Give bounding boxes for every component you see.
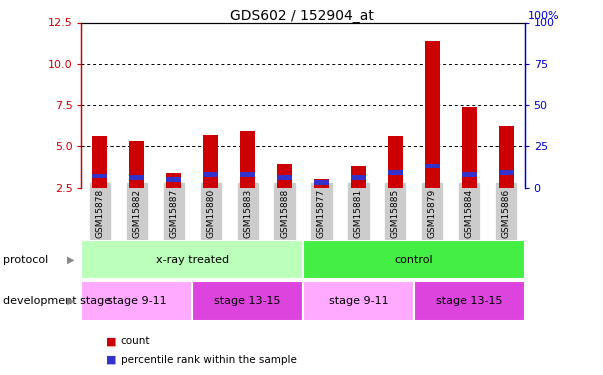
Bar xyxy=(92,136,107,188)
Text: ▶: ▶ xyxy=(67,296,74,306)
Text: stage 13-15: stage 13-15 xyxy=(436,296,502,306)
Bar xyxy=(192,281,303,321)
Text: 100%: 100% xyxy=(528,10,559,21)
Bar xyxy=(425,164,440,168)
Bar xyxy=(203,172,218,177)
Bar xyxy=(240,172,255,177)
Text: count: count xyxy=(121,336,150,346)
Bar xyxy=(388,136,403,188)
Bar xyxy=(130,141,144,188)
Text: x-ray treated: x-ray treated xyxy=(156,255,229,265)
Text: development stage: development stage xyxy=(3,296,111,306)
Bar xyxy=(314,179,329,188)
Text: ■: ■ xyxy=(106,355,116,365)
Bar xyxy=(314,180,329,185)
Bar xyxy=(425,40,440,188)
Text: percentile rank within the sample: percentile rank within the sample xyxy=(121,355,297,365)
Bar xyxy=(277,164,292,188)
Text: stage 13-15: stage 13-15 xyxy=(214,296,281,306)
Text: ▶: ▶ xyxy=(67,255,74,265)
Bar xyxy=(277,175,292,180)
Bar xyxy=(414,281,525,321)
Bar xyxy=(462,172,476,177)
Text: protocol: protocol xyxy=(3,255,48,265)
Text: control: control xyxy=(394,255,433,265)
Bar xyxy=(92,174,107,178)
Bar xyxy=(303,281,414,321)
Text: ■: ■ xyxy=(106,336,116,346)
Bar xyxy=(351,175,366,180)
Bar xyxy=(166,177,181,182)
Bar xyxy=(462,106,476,188)
Bar xyxy=(166,172,181,188)
Bar xyxy=(81,281,192,321)
Bar xyxy=(499,126,514,188)
Bar xyxy=(303,240,525,279)
Bar xyxy=(499,170,514,175)
Bar xyxy=(130,175,144,180)
Bar xyxy=(351,166,366,188)
Bar xyxy=(388,170,403,175)
Text: stage 9-11: stage 9-11 xyxy=(107,296,166,306)
Bar xyxy=(240,131,255,188)
Text: GDS602 / 152904_at: GDS602 / 152904_at xyxy=(230,9,373,23)
Bar xyxy=(81,240,303,279)
Bar xyxy=(203,135,218,188)
Text: stage 9-11: stage 9-11 xyxy=(329,296,388,306)
